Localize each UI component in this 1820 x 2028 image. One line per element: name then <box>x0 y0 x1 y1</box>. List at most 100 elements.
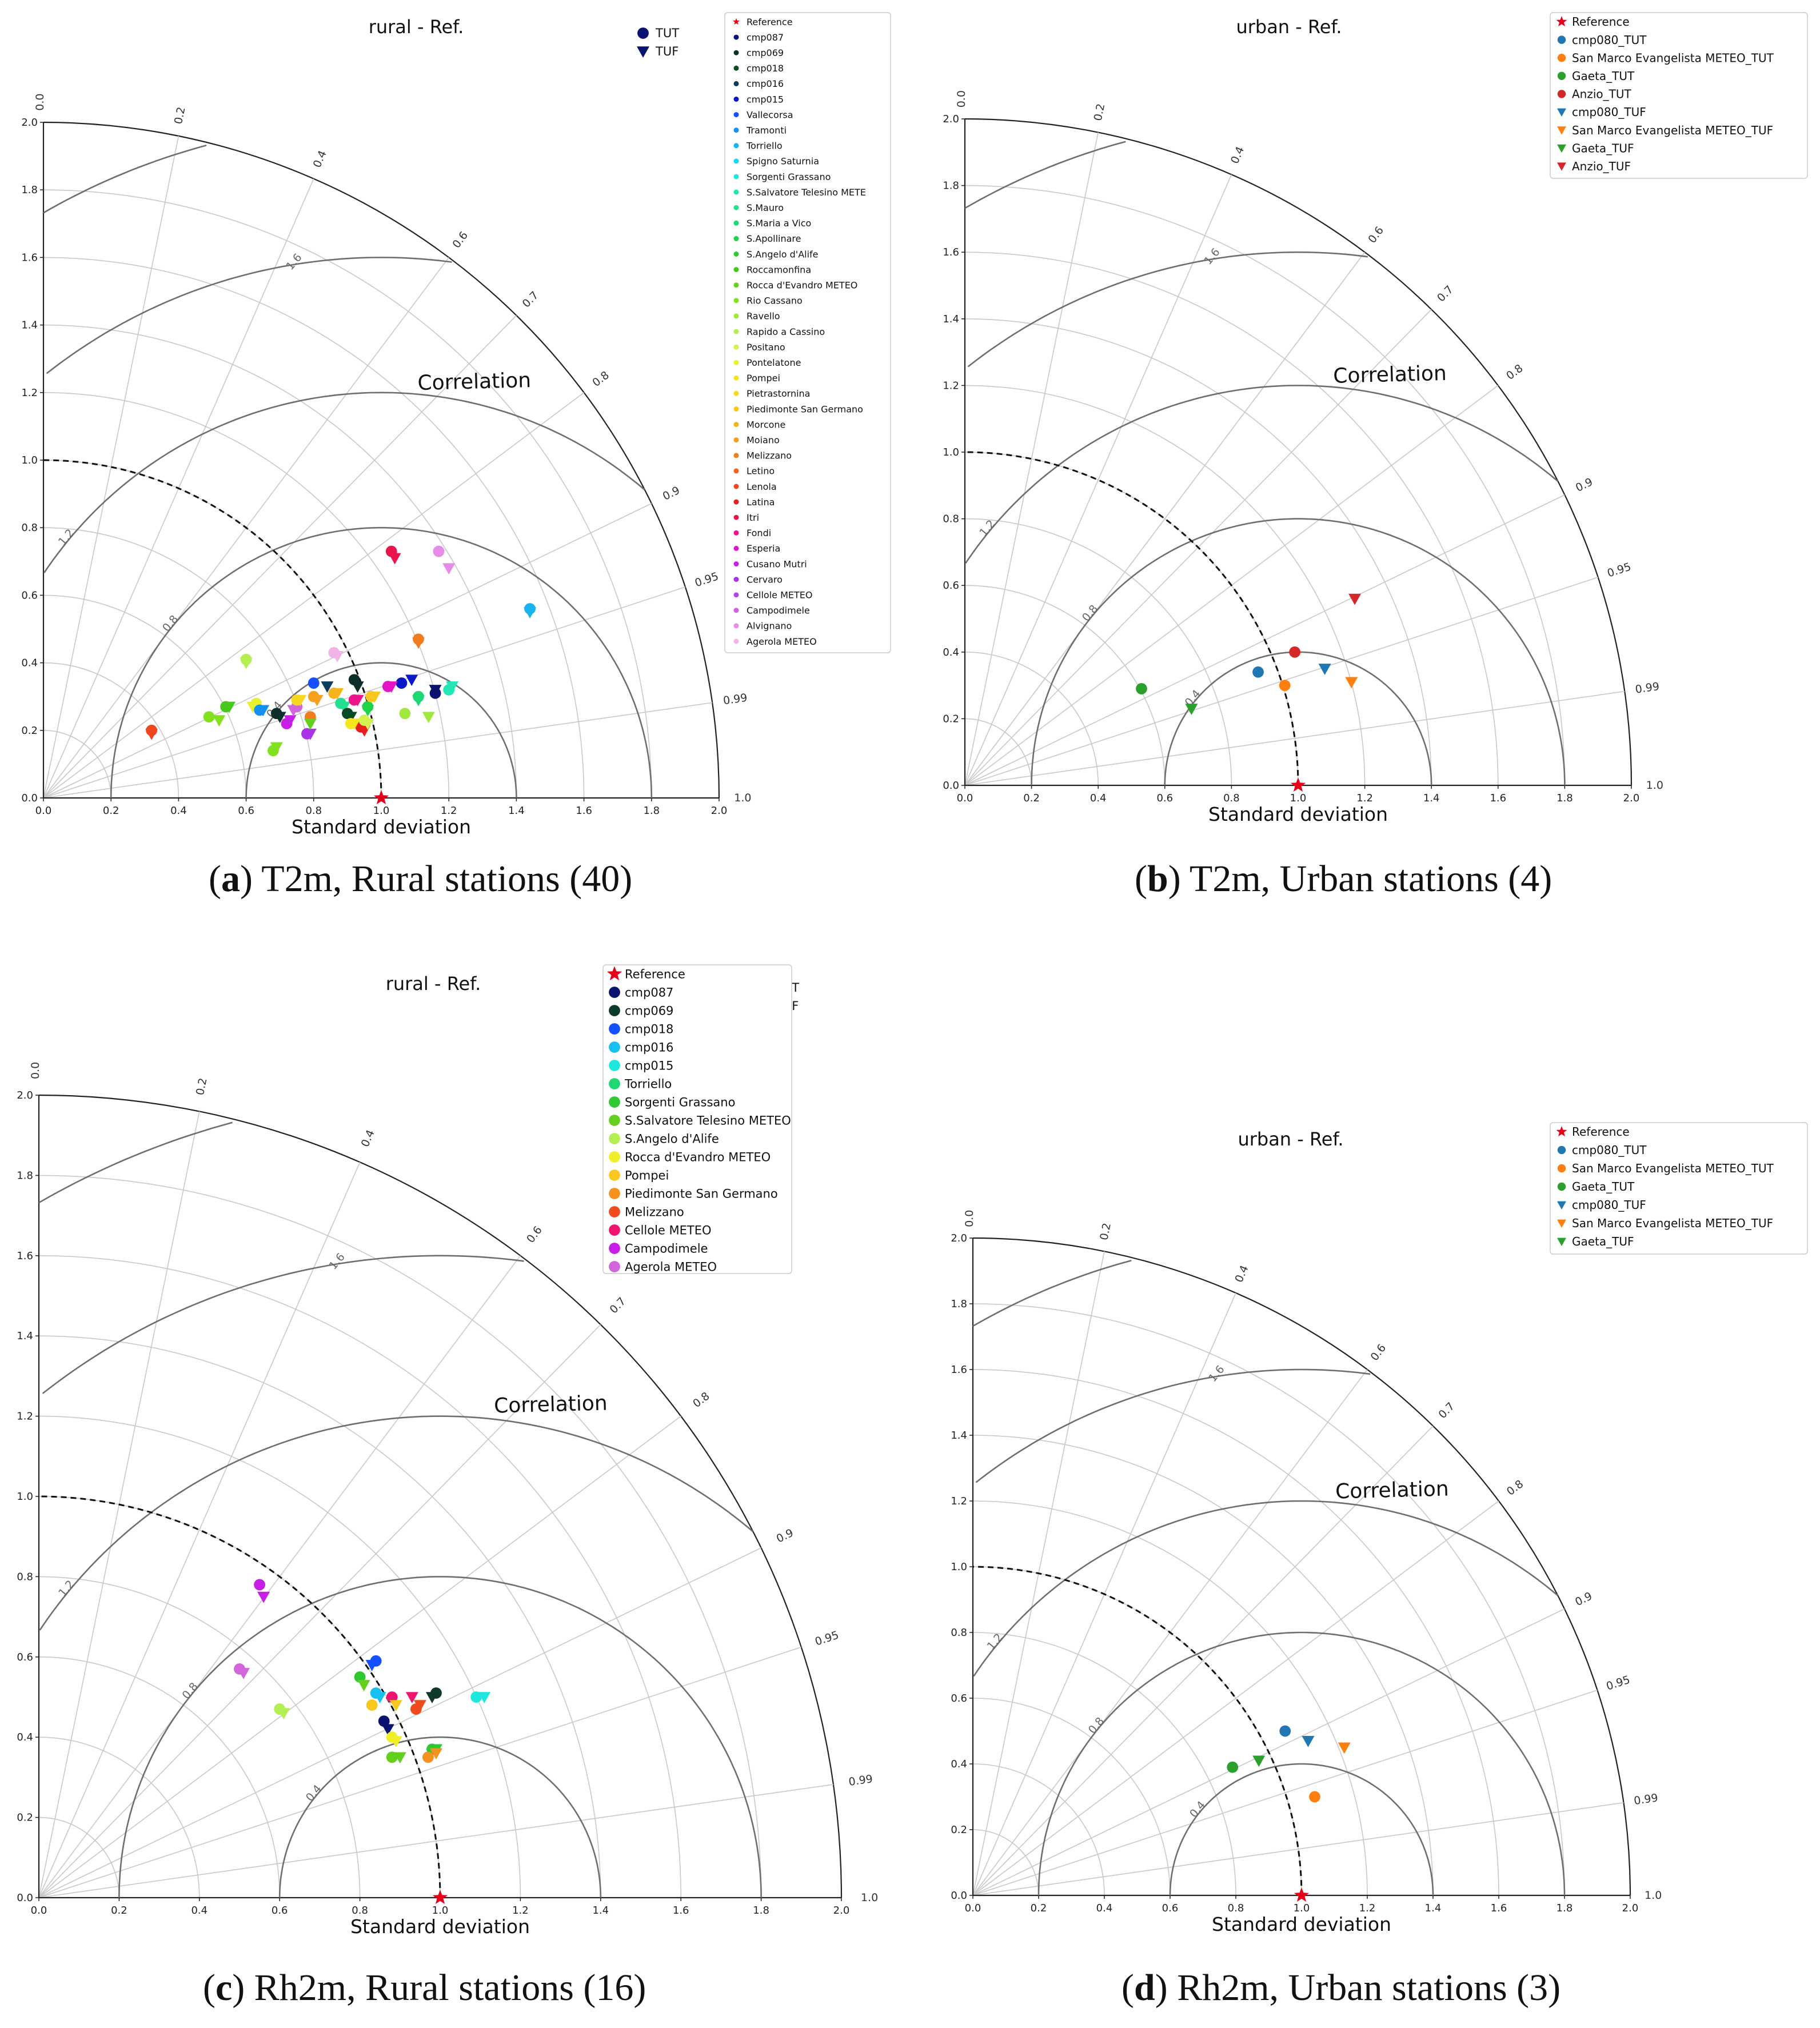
legend-label: S.Salvatore Telesino METE <box>747 187 866 198</box>
data-point-tuf <box>1338 1742 1351 1754</box>
y-tick-label: 0.2 <box>951 1824 967 1836</box>
y-tick-label: 2.0 <box>943 113 959 125</box>
legend-marker <box>733 174 739 179</box>
data-point-tut <box>386 1751 398 1763</box>
legend-label: cmp015 <box>625 1059 673 1073</box>
rms-contour <box>43 392 645 573</box>
x-axis-label: Standard deviation <box>292 816 471 838</box>
legend-label: Reference <box>747 17 793 27</box>
legend-label: Rocca d'Evandro METEO <box>625 1151 771 1164</box>
correlation-tick-label: 0.7 <box>1435 283 1456 304</box>
x-tick-label: 0.2 <box>1031 1902 1047 1914</box>
y-tick-label: 0.6 <box>21 589 38 601</box>
taylor-diagram-b: 0.00.20.40.60.70.80.90.950.991.00.00.00.… <box>943 12 1808 825</box>
std-grid-arc <box>972 1237 1631 1896</box>
data-point-tut <box>1279 1725 1291 1737</box>
correlation-ray <box>972 1802 1624 1896</box>
legend-marker <box>733 577 739 582</box>
y-tick-label: 0.4 <box>21 657 38 669</box>
reference-star <box>432 1890 448 1905</box>
legend-marker <box>733 453 739 458</box>
legend-label: San Marco Evangelista METEO_TUT <box>1572 1161 1774 1175</box>
legend-label: Ravello <box>747 311 780 322</box>
data-point-tuf <box>357 1680 370 1691</box>
data-point-tut <box>433 545 445 557</box>
correlation-tick-label: 0.7 <box>520 289 541 310</box>
x-tick-label: 1.0 <box>432 1905 449 1917</box>
legend-marker <box>609 1115 620 1126</box>
correlation-tick-label: 0.9 <box>1573 1590 1594 1608</box>
taylor-diagram-d: 0.00.20.40.60.70.80.90.950.991.00.00.00.… <box>951 1122 1808 1935</box>
data-point-tuf <box>405 674 418 686</box>
data-point-tuf <box>257 705 270 717</box>
rms-contour-label: 1.6 <box>284 251 304 273</box>
data-point-tuf <box>429 1748 442 1760</box>
legend-marker <box>609 1005 620 1016</box>
x-tick-label: 1.6 <box>576 805 592 817</box>
data-point-tut <box>1289 646 1301 658</box>
correlation-tick-label: 0.95 <box>1606 560 1633 580</box>
correlation-ray <box>38 1784 834 1898</box>
std-grid-arc <box>43 257 585 799</box>
rms-contour <box>245 662 517 798</box>
legend-label: Sorgenti Grassano <box>625 1096 735 1109</box>
data-point-tuf <box>223 701 236 713</box>
x-tick-label: 1.2 <box>512 1905 529 1917</box>
correlation-ray <box>972 1500 1499 1896</box>
std-grid-arc <box>43 324 517 799</box>
correlation-tick-label: 0.0 <box>963 1210 976 1227</box>
legend-marker <box>609 1133 620 1144</box>
x-axis-label: Standard deviation <box>1208 803 1388 825</box>
data-point-tuf <box>361 705 374 717</box>
x-tick-label: 0.0 <box>957 792 973 804</box>
legend-label: cmp080_TUT <box>1572 33 1647 47</box>
x-tick-label: 1.4 <box>1423 792 1440 804</box>
x-tick-label: 0.6 <box>1156 792 1173 804</box>
legend-marker <box>733 34 739 40</box>
y-tick-label: 1.0 <box>17 1491 33 1503</box>
rms-contour-label: 1.6 <box>1202 246 1222 267</box>
x-tick-label: 1.2 <box>441 805 457 817</box>
chart-title: urban - Ref. <box>1238 1128 1343 1150</box>
marker-legend-tuf <box>637 46 649 58</box>
chart-title: rural - Ref. <box>386 973 481 995</box>
data-point-tuf <box>304 728 317 740</box>
legend-marker <box>733 251 739 257</box>
legend-label: Anzio_TUF <box>1572 159 1631 173</box>
data-point-tut <box>1309 1791 1320 1803</box>
legend-label: S.Angelo d'Alife <box>747 249 819 260</box>
rms-contour <box>967 251 1368 368</box>
legend-marker <box>733 545 739 551</box>
x-tick-label: 0.4 <box>1090 792 1107 804</box>
y-tick-label: 0.2 <box>21 725 38 737</box>
legend-marker <box>733 298 739 304</box>
legend-label: Latina <box>747 497 775 508</box>
legend-label: Gaeta_TUT <box>1572 1180 1635 1193</box>
legend-label: Agerola METEO <box>625 1260 717 1274</box>
correlation-tick-label: 0.6 <box>1366 224 1386 245</box>
caption-letter-b: b <box>1147 858 1168 900</box>
x-tick-label: 1.4 <box>1425 1902 1442 1914</box>
legend-label: Esperia <box>747 543 780 554</box>
std-grid-arc <box>964 185 1566 786</box>
legend-marker <box>733 329 739 334</box>
data-point-tuf <box>478 1692 491 1703</box>
legend-label: cmp069 <box>747 47 784 58</box>
std-grid-arc <box>38 1335 601 1898</box>
data-point-tuf <box>257 1591 270 1603</box>
x-tick-label: 0.2 <box>103 805 119 817</box>
legend-label: Morcone <box>747 419 785 430</box>
legend-label: Fondi <box>747 528 771 538</box>
caption-text-d: Rh2m, Urban stations (3) <box>1177 1967 1561 2009</box>
correlation-tick-label: 1.0 <box>861 1891 878 1904</box>
data-point-tuf <box>337 701 350 713</box>
correlation-tick-label: 0.7 <box>1436 1400 1457 1421</box>
std-grid-arc <box>964 518 1232 786</box>
correlation-tick-label: 0.9 <box>661 484 682 503</box>
legend-label: cmp087 <box>747 32 784 43</box>
legend-label: Campodimele <box>625 1242 708 1256</box>
legend-marker <box>609 1169 620 1181</box>
data-point-tut <box>399 708 411 720</box>
legend-label: Rio Cassano <box>747 296 803 306</box>
x-tick-label: 1.4 <box>592 1905 609 1917</box>
